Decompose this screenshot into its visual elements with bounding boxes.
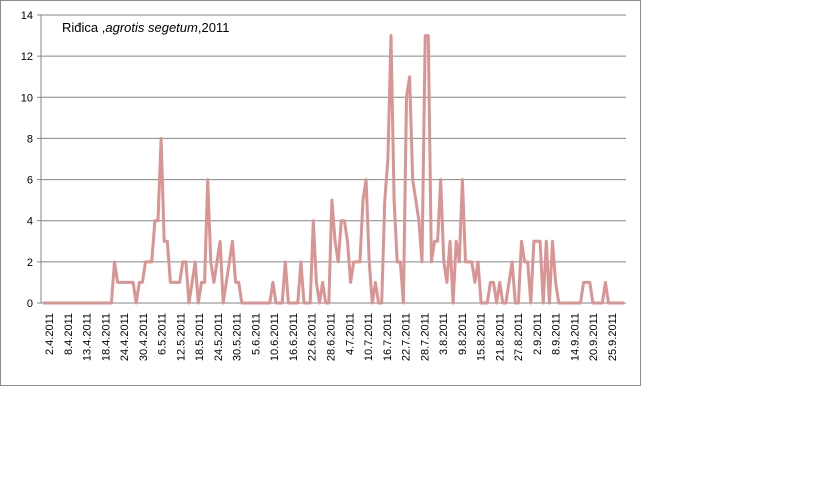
x-tick-label: 30.5.2011 (232, 313, 244, 361)
x-tick-label: 28.7.2011 (419, 313, 431, 361)
x-tick-label: 9.8.2011 (457, 313, 469, 355)
y-tick-label: 2 (27, 257, 33, 269)
axes (37, 14, 626, 304)
series-line (43, 34, 624, 305)
x-tick-label: 5.6.2011 (250, 313, 262, 355)
x-tick-label: 13.4.2011 (82, 313, 94, 361)
x-tick-label: 8.9.2011 (551, 313, 563, 355)
y-tick-label: 10 (21, 92, 33, 104)
y-axis-tick-labels: 0 2 4 6 8 10 12 14 (21, 10, 33, 310)
y-tick-label: 12 (21, 51, 33, 63)
x-tick-label: 30.4.2011 (138, 313, 150, 361)
x-tick-label: 2.4.2011 (44, 313, 56, 355)
chart-title-part-2: agrotis segetum (105, 20, 198, 35)
x-tick-label: 16.6.2011 (288, 313, 300, 361)
y-tick-label: 4 (27, 216, 33, 228)
x-tick-label: 22.6.2011 (307, 313, 319, 361)
y-tick-label: 0 (27, 298, 33, 310)
y-tick-label: 14 (21, 10, 33, 22)
x-tick-label: 18.4.2011 (100, 313, 112, 361)
y-tick-label: 8 (27, 133, 33, 145)
x-tick-label: 20.9.2011 (588, 313, 600, 361)
x-tick-label: 10.7.2011 (363, 313, 375, 361)
x-tick-label: 24.5.2011 (213, 313, 225, 361)
x-tick-label: 24.4.2011 (119, 313, 131, 361)
x-tick-label: 10.6.2011 (269, 313, 281, 361)
x-tick-label: 25.9.2011 (607, 313, 619, 361)
x-tick-label: 15.8.2011 (476, 313, 488, 361)
x-tick-label: 2.9.2011 (532, 313, 544, 355)
x-tick-label: 6.5.2011 (157, 313, 169, 355)
x-axis-tick-labels: 2.4.2011 8.4.2011 13.4.2011 18.4.2011 24.4.2… (44, 313, 619, 361)
line-chart: 0 2 4 6 8 10 12 14 2.4.2011 8.4.2011 13.4.2011 18.… (21, 10, 626, 361)
x-tick-label: 16.7.2011 (382, 313, 394, 361)
x-tick-label: 21.8.2011 (494, 313, 506, 361)
x-tick-label: 8.4.2011 (63, 313, 75, 355)
chart-frame (0, 0, 641, 386)
x-tick-label: 28.6.2011 (326, 313, 338, 361)
x-tick-label: 3.8.2011 (438, 313, 450, 355)
chart-title: Riđica ,agrotis segetum,2011 (62, 20, 229, 35)
x-tick-label: 12.5.2011 (175, 313, 187, 361)
x-tick-label: 27.8.2011 (513, 313, 525, 361)
chart-title-part-3: ,2011 (197, 20, 230, 35)
x-tick-label: 14.9.2011 (569, 313, 581, 361)
x-tick-label: 18.5.2011 (194, 313, 206, 361)
y-tick-label: 6 (27, 175, 33, 187)
chart-title-part-1: Riđica , (62, 20, 106, 35)
x-tick-label: 4.7.2011 (344, 313, 356, 355)
x-tick-label: 22.7.2011 (401, 313, 413, 361)
